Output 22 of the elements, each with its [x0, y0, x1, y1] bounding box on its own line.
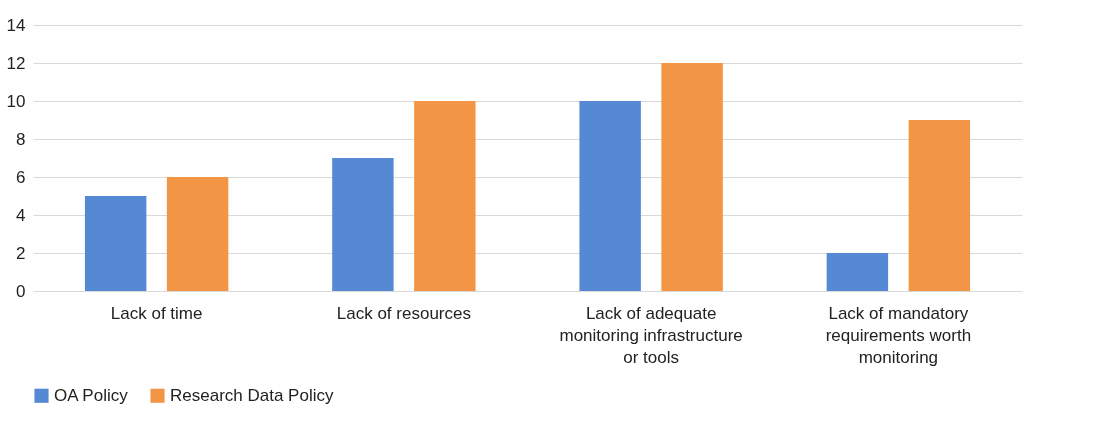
- bar: [84, 196, 147, 291]
- bar: [661, 63, 723, 291]
- x-tick-label: Lack of adequate monitoring infrastructure or tools: [559, 303, 743, 367]
- bar: [908, 120, 971, 291]
- x-tick-label: Lack of resources: [336, 303, 471, 323]
- x-tick-label: Lack of time: [110, 303, 203, 323]
- bar: [166, 177, 229, 291]
- y-tick-label: 10: [6, 91, 26, 111]
- bar: [579, 101, 641, 291]
- bar: [414, 101, 476, 291]
- y-tick-label: 14: [6, 15, 26, 35]
- y-tick-label: 0: [16, 281, 26, 301]
- y-tick-label: 2: [16, 243, 26, 263]
- y-tick-label: 12: [6, 53, 26, 73]
- x-tick-label: Lack of mandatory requirements worth monitoring: [825, 303, 972, 367]
- legend-label: OA Policy: [54, 385, 129, 405]
- bar: [332, 158, 394, 291]
- legend-label: Research Data Policy: [170, 385, 334, 405]
- y-tick-label: 8: [16, 129, 26, 149]
- bar: [826, 253, 889, 291]
- y-tick-label: 4: [16, 205, 26, 225]
- y-tick-label: 6: [16, 167, 26, 187]
